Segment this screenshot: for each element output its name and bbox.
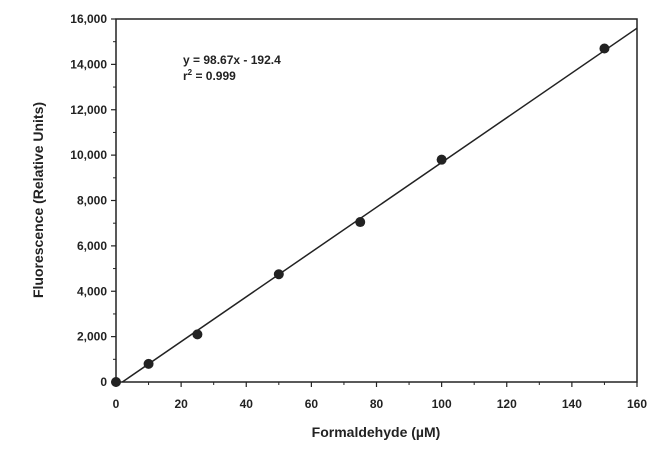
x-tick-label: 160 [627,397,647,411]
y-tick-label: 6,000 [77,239,107,253]
data-point [143,358,154,369]
y-tick-label: 16,000 [70,12,107,26]
x-tick-label: 40 [240,397,254,411]
fit-line [121,27,638,383]
r-squared-exponent: 2 [188,68,193,77]
x-tick-label: 20 [174,397,188,411]
data-point [192,329,203,340]
r-squared-value: = 0.999 [192,69,236,83]
data-point [599,43,610,54]
x-tick-label: 140 [562,397,582,411]
fit-equation: y = 98.67x - 192.4 [183,53,281,67]
plot-frame [115,18,638,383]
x-tick-label: 0 [113,397,120,411]
y-tick-label: 0 [100,375,107,389]
y-tick-label: 2,000 [77,330,107,344]
x-axis-title: Formaldehyde (µM) [312,424,441,440]
y-axis-ticks: 0 2,000 4,000 6,000 8,000 10,000 12,000 14,000 1… [70,12,116,389]
x-tick-label: 120 [497,397,517,411]
y-tick-label: 8,000 [77,194,107,208]
y-tick-label: 14,000 [70,57,107,71]
data-point [436,154,447,165]
data-point [111,377,121,387]
r-squared-r: r [183,69,188,83]
y-tick-label: 12,000 [70,103,107,117]
data-points [111,43,610,387]
x-tick-label: 60 [305,397,319,411]
x-axis-ticks: 0 20 40 60 80 100 120 140 160 [113,382,647,411]
x-tick-label: 100 [432,397,452,411]
y-tick-label: 4,000 [77,284,107,298]
r-squared-label: r2 = 0.999 [183,68,236,83]
y-axis-title: Fluorescence (Relative Units) [30,102,46,298]
data-point [355,217,366,228]
y-tick-label: 10,000 [70,148,107,162]
data-point [273,269,284,280]
x-tick-label: 80 [370,397,384,411]
